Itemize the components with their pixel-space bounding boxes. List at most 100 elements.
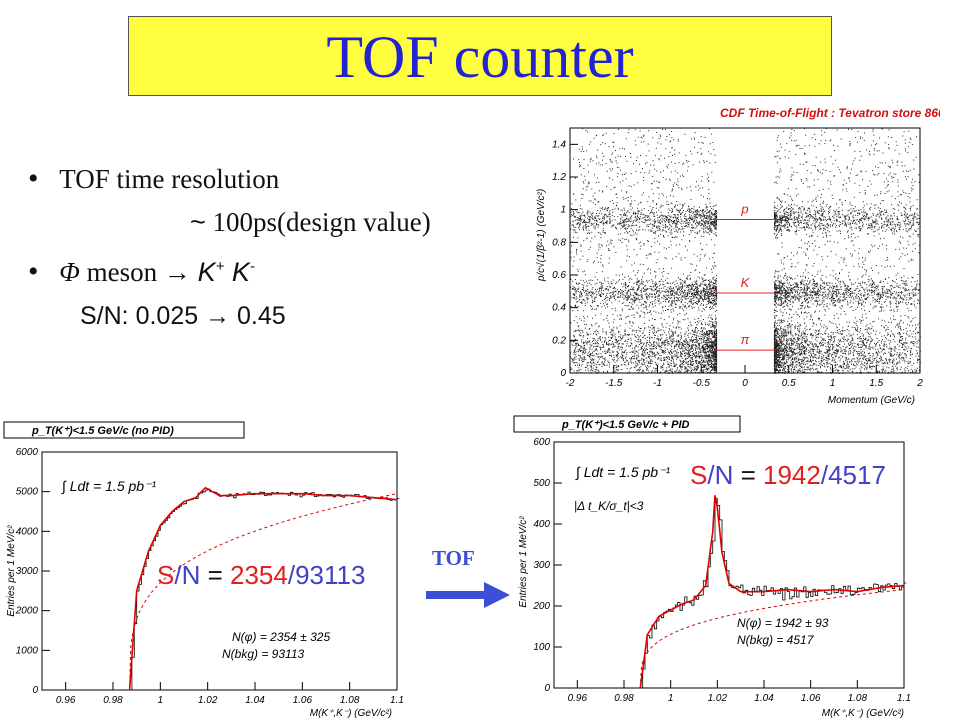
x-tick-label: 1.1 [897,693,911,704]
hist-axes: 0.96 0.98 1 1.02 1.04 1.06 1.08 1.1 0 1000 2000 300… [15,447,404,706]
x-tick-label: 0.96 [568,693,588,704]
y-tick-label: 5000 [16,487,39,498]
x-tick-label: 1.02 [708,693,728,704]
y-tick-label: 1.4 [552,139,566,150]
sn-separator: / [821,460,829,490]
x-tick-label: 2 [916,378,923,389]
x-tick-label: 1.1 [390,695,404,706]
y-tick-label: 1 [560,205,566,216]
x-tick-label: 1 [830,378,836,389]
y-tick-label: 600 [533,437,550,448]
y-tick-label: 500 [533,478,550,489]
bullet-1-sub-text: 100ps(design value) [212,207,431,237]
sn-equals: = [733,460,763,490]
bullet-1-text: TOF time resolution [59,164,280,194]
x-tick-label: 1.04 [754,693,774,704]
plot-area [569,127,921,374]
band-label: p [740,201,748,216]
mass-hist-pid: p_T(K⁺)<1.5 GeV/c + PID 0.96 0.98 1 1.02 1.0… [513,415,911,719]
mass-hist-no-pid: p_T(K⁺)<1.5 GeV/c (no PID) 0.96 0.98 1 1.02… [3,421,404,719]
sn-n-letter: N [182,560,201,590]
x-tick-label: 1.08 [340,695,360,706]
bullet-dot: • [28,255,39,288]
y-tick-label: 0.8 [552,237,566,248]
kaon-minus-charge: - [249,258,255,275]
kaon-plus: K+ [198,257,225,287]
y-tick-label: 1000 [16,645,39,656]
sn-s-letter: S [157,560,174,590]
histogram-steps [554,498,907,689]
y-tick-label: 400 [533,519,550,530]
x-tick-label: 1.08 [848,693,868,704]
sn-noise-value: 4517 [828,460,886,490]
x-tick-label: -0.5 [693,378,711,389]
y-axis-label: Entries per 1 MeV/c² [6,525,17,617]
y-tick-label: 0.6 [552,270,566,281]
y-tick-label: 0 [32,685,38,696]
bullet-1-sub: ~ 100ps(design value) [190,207,431,238]
x-axis-label: M(K⁺,K⁻) (GeV/c²) [822,708,904,719]
sn-n-letter: N [715,460,734,490]
sn-slash: / [707,460,715,490]
background-fit-curve [129,493,398,691]
kaon-plus-letter: K [197,257,216,287]
y-tick-label: 6000 [16,447,39,458]
x-tick-label: 1.06 [801,693,821,704]
x-tick-label: 1.5 [869,378,883,389]
slide-title: TOF counter [326,24,634,90]
tof-arrow-label: TOF [432,546,475,570]
kaon-minus-letter: K [224,257,250,287]
kaon-plus-charge: + [215,258,225,275]
lumi-label: ∫ Ldt = 1.5 pb⁻¹ [61,478,156,495]
n-phi-label: N(φ) = 2354 ± 325 [232,630,330,644]
y-tick-label: 3000 [16,566,39,577]
band-label: π [741,332,750,347]
n-bkg-label: N(bkg) = 4517 [737,633,815,647]
sn-s-letter: S [690,460,707,490]
scatter-axes: -2 -1.5 -1 -0.5 0 0.5 1 1.5 2 0 0.2 0.4 0.6 0.8 1 1.2 1.… [552,139,923,389]
sn-signal-value: 2354 [230,560,288,590]
x-tick-label: 1.06 [293,695,313,706]
fit-curve [128,486,398,691]
y-tick-label: 0.2 [552,335,566,346]
n-phi-label: N(φ) = 1942 ± 93 [737,616,829,630]
band-label: K [741,275,751,290]
x-tick-label: -2 [566,378,575,389]
hist-axes: 0.96 0.98 1 1.02 1.04 1.06 1.08 1.1 0 100 200 300 40… [532,437,911,704]
sn-equals: = [200,560,230,590]
right-arrow-icon [426,582,510,608]
plot-area [41,451,398,691]
tilde-mark: ~ [190,207,206,237]
y-tick-label: 2000 [15,606,39,617]
x-axis-label: M(K⁺,K⁻) (GeV/c²) [310,708,392,719]
x-axis-label: Momentum (GeV/c) [828,395,915,406]
lumi-label: ∫ Ldt = 1.5 pb⁻¹ [575,464,670,481]
y-tick-label: 1.2 [552,172,566,183]
n-bkg-label: N(bkg) = 93113 [222,647,304,661]
sn-noise-value: 93113 [295,560,365,590]
sn-ratio-label: S/N = 2354/93113 [157,560,365,590]
chart-title: p_T(K⁺)<1.5 GeV/c (no PID) [31,425,174,437]
kaon-minus: K- [224,257,255,287]
y-tick-label: 0.4 [552,303,566,314]
x-tick-label: 1 [668,693,674,704]
x-tick-label: -1.5 [605,378,623,389]
x-tick-label: 0.5 [782,378,796,389]
y-axis-label: Entries per 1 MeV/c² [518,516,529,608]
fit-curve [639,495,905,689]
phi-symbol: Φ [59,257,80,287]
x-tick-label: 1.02 [198,695,218,706]
hist-bars [42,486,400,691]
chart-title: CDF Time-of-Flight : Tevatron store 860 … [720,106,940,120]
sn-slash: / [174,560,182,590]
hist-title-box [513,415,741,433]
sn-ratio-label: S/N = 1942/4517 [690,460,886,490]
y-tick-label: 100 [533,642,550,653]
x-tick-label: 0.96 [56,695,76,706]
x-tick-label: 1 [158,695,164,706]
sn-separator: / [288,560,296,590]
y-tick-label: 300 [533,560,550,571]
bullet-2: • Φ meson → K+ K- [28,255,255,289]
y-tick-label: 200 [532,601,550,612]
y-axis-label: p/c√(1/β²-1) (GeV/c²) [535,189,547,282]
